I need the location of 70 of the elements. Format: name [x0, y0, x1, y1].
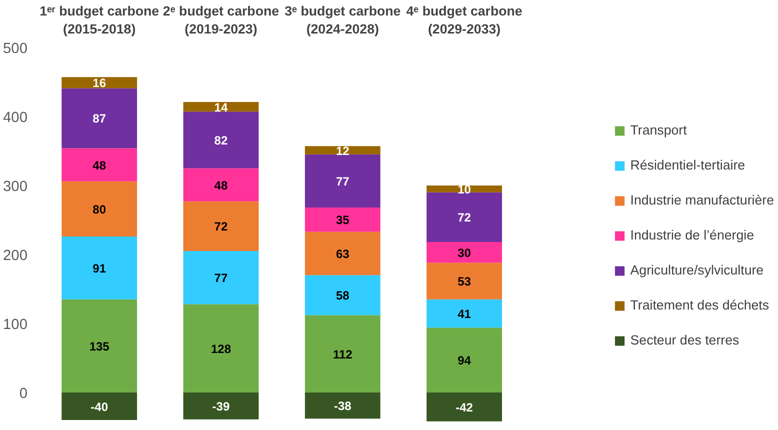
bar	[62, 181, 138, 237]
bar	[183, 304, 259, 392]
data-label: 53	[458, 274, 472, 289]
data-label: 94	[458, 354, 472, 368]
bar	[426, 392, 502, 422]
y-tick-label: 500	[3, 41, 28, 57]
data-label: 91	[92, 261, 106, 276]
legend-label: Résidentiel-tertiaire	[630, 158, 746, 172]
bar	[304, 275, 380, 316]
data-label: 128	[210, 342, 232, 356]
data-label: 72	[458, 210, 472, 225]
bar	[62, 148, 138, 182]
bar	[304, 154, 380, 208]
x-tick-label: 1ᵉʳ budget carbone (2015-2018)	[40, 4, 160, 36]
data-label: 16	[92, 76, 106, 90]
bar	[183, 251, 259, 304]
x-tick-label: 4ᵉ budget carbone (2029-2033)	[406, 4, 522, 36]
bar	[62, 392, 138, 420]
legend-label: Industrie manufacturière	[630, 192, 774, 208]
legend-label: Industrie de l’énergie	[630, 228, 754, 242]
data-label: 41	[458, 306, 472, 321]
bar	[62, 77, 138, 88]
data-label: -38	[334, 399, 352, 414]
bar	[426, 192, 502, 242]
data-label: 77	[336, 174, 350, 188]
bar	[426, 299, 502, 328]
data-label: 12	[336, 144, 350, 158]
x-tick-label: 2ᵉ budget carbone (2019-2023)	[162, 4, 280, 36]
bar	[426, 242, 502, 263]
bar	[426, 328, 502, 392]
legend-label: Traitement des déchets	[630, 298, 770, 312]
bar	[62, 88, 138, 148]
bar	[183, 392, 259, 420]
data-label: 135	[89, 339, 110, 354]
bar	[304, 232, 380, 276]
data-label: -39	[212, 399, 230, 414]
bar	[426, 262, 502, 300]
data-label: 72	[214, 220, 228, 234]
legend-label: Secteur des terres	[630, 332, 740, 348]
data-label: 80	[92, 202, 106, 216]
bar	[62, 236, 138, 300]
bar	[183, 168, 259, 202]
bar	[304, 208, 380, 232]
data-label: -40	[90, 400, 108, 414]
data-label: 63	[336, 246, 350, 261]
y-tick-label: 100	[3, 316, 28, 333]
y-tick-label: 0	[19, 386, 28, 402]
data-label: 58	[336, 288, 350, 303]
y-tick-label: 200	[3, 248, 28, 264]
y-tick-label: 300	[3, 178, 28, 195]
legend-label: Agriculture/sylviculture	[630, 262, 764, 278]
data-label: 87	[92, 112, 106, 126]
data-label: 48	[92, 158, 106, 172]
data-label: 112	[332, 347, 353, 362]
data-label: 30	[458, 246, 472, 260]
bar	[62, 299, 138, 392]
data-label: 77	[214, 271, 228, 286]
bar	[183, 201, 259, 252]
data-label: 48	[214, 178, 228, 192]
data-label: 82	[214, 133, 228, 148]
bar	[183, 112, 259, 168]
bar	[304, 315, 380, 392]
y-tick-label: 400	[3, 110, 28, 126]
data-label: 35	[336, 213, 350, 228]
data-label: -42	[456, 400, 474, 414]
x-tick-label: 3ᵉ budget carbone (2024-2028)	[284, 4, 401, 36]
bar	[304, 146, 380, 154]
legend-label: Transport	[630, 122, 687, 138]
bar	[304, 392, 380, 419]
data-label: 14	[214, 100, 228, 114]
